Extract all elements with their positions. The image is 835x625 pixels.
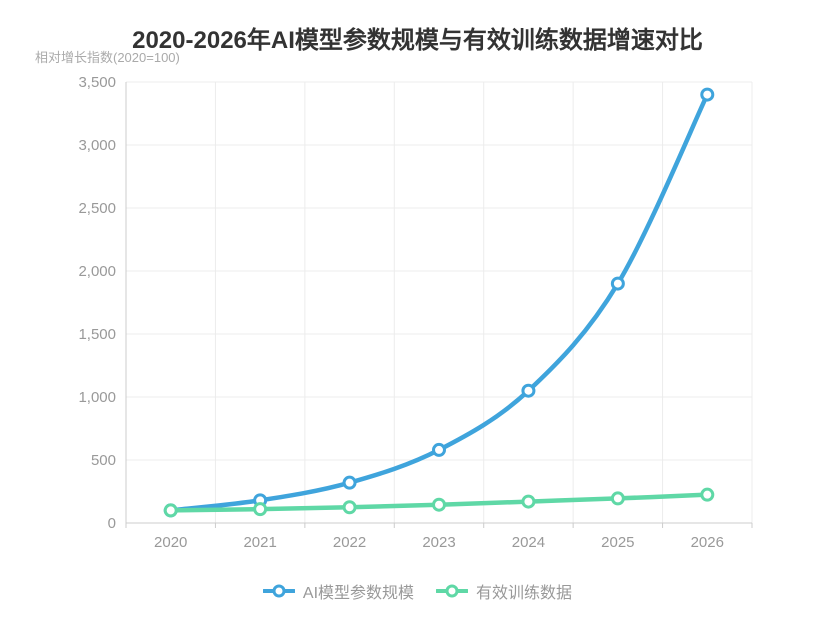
- data-point-2025-series-0[interactable]: [610, 276, 625, 291]
- data-point-2025-series-1[interactable]: [610, 491, 625, 506]
- data-point-2022-series-0[interactable]: [342, 475, 357, 490]
- y-axis-name-label: 相对增长指数(2020=100): [35, 50, 180, 65]
- data-point-2022-series-1[interactable]: [342, 500, 357, 515]
- legend-label: 有效训练数据: [476, 585, 573, 602]
- line-series-marker-icon: [262, 584, 295, 598]
- y-tick-label: 0: [108, 515, 116, 532]
- y-tick-label: 2,000: [78, 263, 116, 280]
- legend-item-training-data[interactable]: 有效训练数据: [436, 579, 572, 603]
- x-tick-label: 2020: [154, 534, 187, 551]
- data-point-2024-series-0[interactable]: [521, 383, 536, 398]
- x-tick-label: 2023: [422, 534, 455, 551]
- data-point-2026-series-1[interactable]: [700, 487, 715, 502]
- x-tick-label: 2026: [691, 534, 724, 551]
- plot-area[interactable]: 0 500 1,000 1,500 2,000 2,500 3,000 3,500 2020 20…: [0, 0, 835, 570]
- y-tick-label: 3,500: [78, 74, 116, 91]
- legend-item-ai-model-params[interactable]: AI模型参数规模: [262, 579, 415, 603]
- chart-title: 2020-2026年AI模型参数规模与有效训练数据增速对比: [132, 27, 703, 54]
- data-point-2020-series-1[interactable]: [163, 503, 178, 518]
- y-tick-label: 2,500: [78, 200, 116, 217]
- y-tick-label: 3,000: [78, 137, 116, 154]
- legend: AI模型参数规模 有效训练数据: [0, 576, 835, 606]
- legend-label: AI模型参数规模: [302, 585, 415, 602]
- y-tick-label: 500: [91, 452, 116, 469]
- data-point-2023-series-1[interactable]: [432, 497, 446, 512]
- y-tick-label: 1,500: [78, 326, 116, 343]
- y-tick-label: 1,000: [78, 389, 116, 406]
- data-point-2026-series-0[interactable]: [700, 87, 715, 102]
- line-series-marker-icon: [436, 584, 469, 598]
- data-point-2024-series-1[interactable]: [521, 494, 536, 509]
- x-tick-label: 2021: [243, 534, 276, 551]
- data-point-2021-series-1[interactable]: [253, 502, 268, 517]
- x-tick-label: 2022: [333, 534, 366, 551]
- x-tick-label: 2025: [601, 534, 634, 551]
- data-point-2023-series-0[interactable]: [432, 442, 446, 457]
- x-tick-label: 2024: [512, 534, 545, 551]
